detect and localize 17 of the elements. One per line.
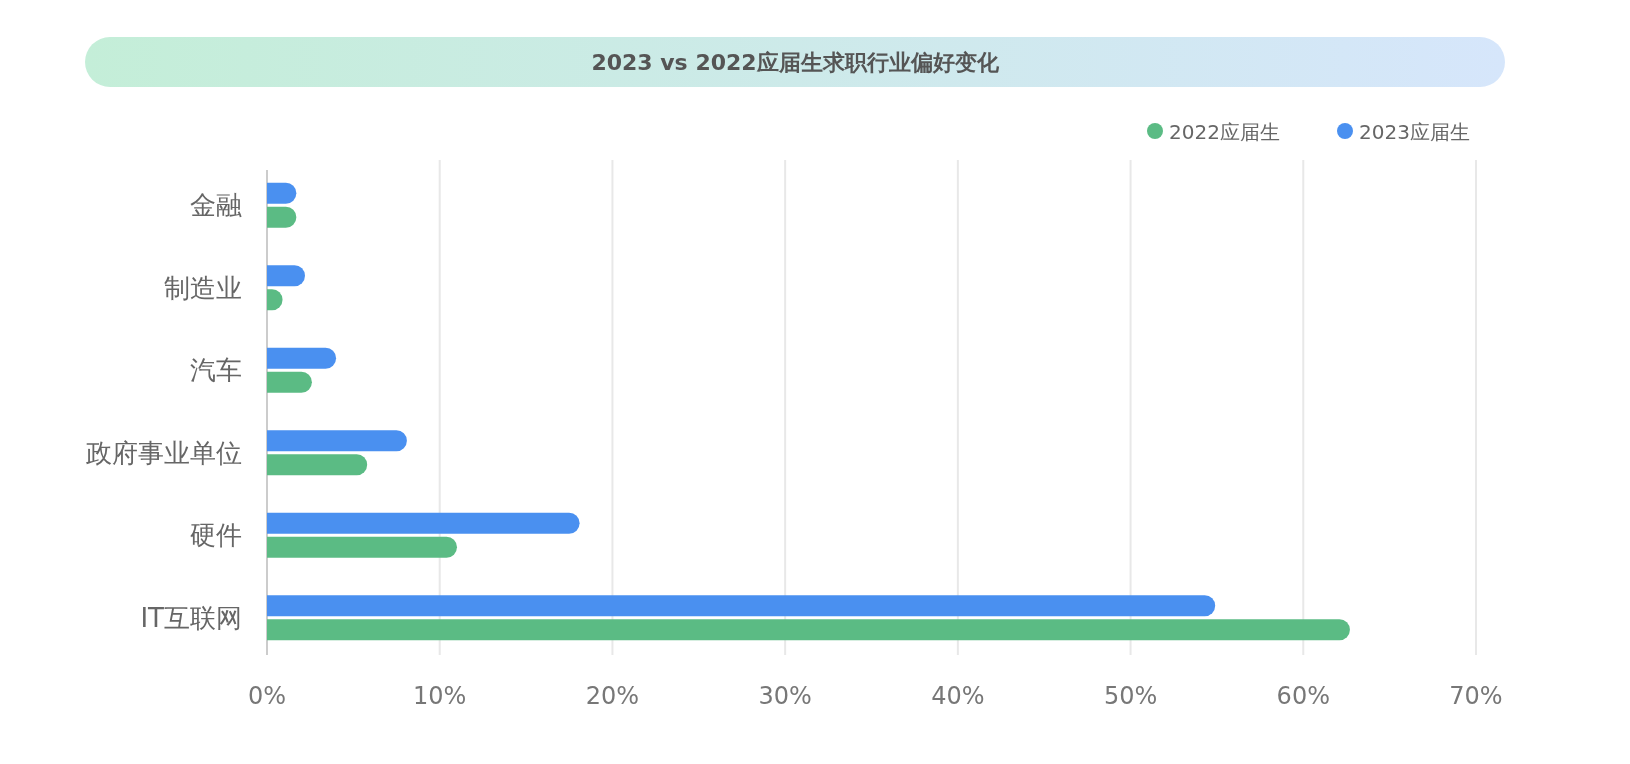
y-tick-label: 金融 (190, 190, 242, 221)
y-tick-label: IT互联网 (140, 602, 242, 633)
x-tick-label: 60% (1276, 682, 1330, 710)
y-tick-label: 政府事业单位 (86, 437, 242, 468)
y-tick-label: 硬件 (190, 520, 242, 551)
legend-label: 2022应届生 (1169, 120, 1280, 144)
x-tick-label: 50% (1103, 682, 1158, 710)
y-tick-label: 制造业 (164, 272, 242, 303)
x-tick-label: 0% (247, 682, 287, 710)
x-tick-label: 70% (1449, 682, 1503, 710)
x-tick-label: 10% (413, 682, 467, 710)
chart-title: 2023 vs 2022应届生求职行业偏好变化 (591, 50, 1000, 75)
legend-label: 2023应届生 (1359, 120, 1470, 144)
x-tick-label: 40% (931, 682, 985, 710)
y-tick-label: 汽车 (190, 355, 242, 386)
x-tick-label: 30% (758, 682, 812, 710)
x-tick-label: 20% (585, 682, 640, 710)
